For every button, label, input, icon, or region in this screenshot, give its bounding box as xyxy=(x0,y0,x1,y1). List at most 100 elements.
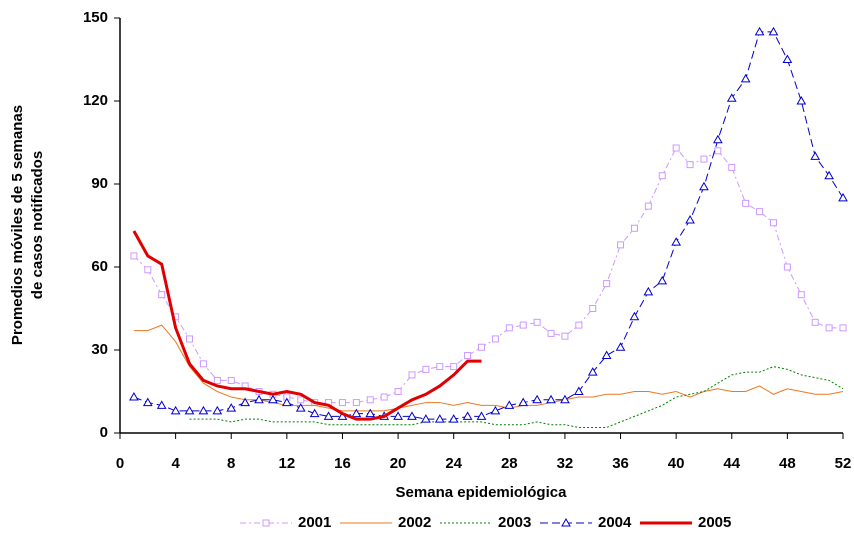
legend-label: 2004 xyxy=(598,514,632,531)
data-point xyxy=(811,318,819,326)
data-point xyxy=(365,408,376,418)
data-point xyxy=(546,394,556,404)
data-point xyxy=(615,342,626,351)
data-point xyxy=(756,208,764,216)
data-point xyxy=(768,26,779,36)
data-point xyxy=(170,405,181,415)
data-point xyxy=(476,411,487,420)
legend-label: 2001 xyxy=(298,514,331,531)
data-point xyxy=(144,266,152,274)
data-point xyxy=(504,400,515,409)
legend-label: 2005 xyxy=(698,514,731,531)
y-tick-label: 30 xyxy=(91,341,108,358)
data-point xyxy=(547,329,555,337)
data-point xyxy=(742,199,750,207)
data-point xyxy=(240,397,250,407)
data-point xyxy=(658,172,666,180)
x-tick-label: 8 xyxy=(227,455,235,472)
data-point xyxy=(352,399,360,407)
data-point xyxy=(754,26,765,36)
data-point xyxy=(186,335,194,343)
data-point xyxy=(434,414,445,423)
data-point xyxy=(184,405,195,415)
series-line xyxy=(132,230,482,421)
data-point xyxy=(671,237,682,246)
data-point xyxy=(629,311,640,321)
data-point xyxy=(518,397,529,407)
data-point xyxy=(532,394,542,404)
data-point xyxy=(713,134,723,144)
data-point xyxy=(464,352,472,360)
data-point xyxy=(643,286,654,296)
y-axis-title: Promedios móviles de 5 semanas xyxy=(9,105,26,345)
data-point xyxy=(575,321,583,329)
data-point xyxy=(199,360,207,368)
data-point xyxy=(478,343,485,351)
data-point xyxy=(338,399,346,407)
data-point xyxy=(421,414,431,423)
data-point xyxy=(561,332,569,340)
data-point xyxy=(838,192,848,202)
y-axis-title: de casos notificados xyxy=(29,151,46,299)
data-point xyxy=(394,388,402,395)
data-point xyxy=(408,371,416,379)
y-tick-label: 60 xyxy=(91,258,108,275)
data-point xyxy=(142,397,153,407)
data-point xyxy=(644,202,652,210)
data-point xyxy=(560,394,570,404)
data-point xyxy=(295,403,306,412)
data-point xyxy=(782,54,793,63)
data-point xyxy=(672,144,680,152)
data-point xyxy=(740,73,751,83)
data-point xyxy=(130,252,138,260)
x-tick-label: 24 xyxy=(445,455,462,472)
data-point xyxy=(700,155,708,163)
x-tick-label: 28 xyxy=(501,455,518,472)
data-point xyxy=(198,405,209,415)
data-point xyxy=(213,376,221,384)
x-tick-label: 36 xyxy=(612,455,629,472)
data-point xyxy=(603,280,611,288)
data-point xyxy=(589,305,597,312)
x-tick-label: 40 xyxy=(668,455,685,472)
x-tick-label: 12 xyxy=(279,455,296,472)
data-point xyxy=(699,181,709,191)
y-tick-label: 150 xyxy=(83,9,108,26)
data-point xyxy=(825,324,833,332)
y-tick-label: 120 xyxy=(83,92,108,109)
data-point xyxy=(490,405,501,415)
data-point xyxy=(226,403,237,412)
series-line xyxy=(189,366,844,428)
data-point xyxy=(491,335,499,343)
legend-marker xyxy=(561,517,571,527)
data-point xyxy=(281,397,292,407)
series-line xyxy=(133,31,844,420)
data-point xyxy=(212,405,223,415)
data-point xyxy=(810,151,821,160)
data-point xyxy=(519,321,527,329)
data-point xyxy=(533,318,541,326)
data-point xyxy=(796,95,807,105)
data-point xyxy=(630,224,638,232)
data-point xyxy=(407,411,417,420)
data-point xyxy=(601,350,612,360)
y-tick-label: 90 xyxy=(91,175,108,192)
data-point xyxy=(657,275,668,285)
data-point xyxy=(158,291,166,299)
x-tick-label: 44 xyxy=(723,455,740,472)
data-point xyxy=(366,396,374,404)
data-point xyxy=(726,93,737,102)
x-tick-label: 52 xyxy=(835,455,852,472)
data-point xyxy=(351,408,362,418)
x-tick-label: 20 xyxy=(390,455,407,472)
legend-marker xyxy=(262,519,270,527)
data-point xyxy=(309,408,320,418)
data-point xyxy=(686,161,694,169)
data-point xyxy=(129,392,139,401)
data-point xyxy=(254,394,264,404)
x-tick-label: 16 xyxy=(334,455,351,472)
x-tick-label: 32 xyxy=(557,455,574,472)
x-tick-label: 4 xyxy=(171,455,180,472)
data-point xyxy=(436,363,444,371)
